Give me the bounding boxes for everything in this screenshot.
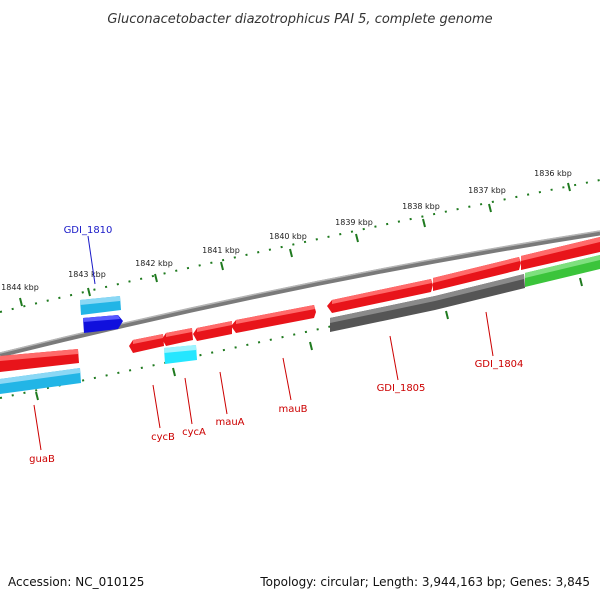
gdi-1810-features	[80, 296, 123, 333]
tick-label-1841: 1841 kbp	[202, 246, 240, 255]
major-ticks	[19, 182, 583, 401]
gene-label-guab: guaB	[29, 454, 55, 465]
genome-summary-text: Topology: circular; Length: 3,944,163 bp…	[259, 575, 590, 589]
tick-label-1836: 1836 kbp	[534, 169, 572, 178]
tick-label-1844: 1844 kbp	[1, 283, 39, 292]
gene-label-maua: mauA	[215, 417, 244, 428]
tick-label-1843: 1843 kbp	[68, 270, 106, 279]
gene-label-cycb: cycB	[151, 432, 175, 443]
tick-label-1837: 1837 kbp	[468, 186, 506, 195]
gene-labels: GDI_1810 guaB cycB cycA mauA mauB GDI_18…	[29, 225, 523, 465]
tick-label-1840: 1840 kbp	[269, 232, 307, 241]
map-title: Gluconacetobacter diazotrophicus PAI 5, …	[107, 12, 492, 27]
forward-genes	[0, 237, 600, 372]
gene-label-cyca: cycA	[182, 427, 206, 438]
tick-label-1839: 1839 kbp	[335, 218, 373, 227]
gene-label-gdi-1810: GDI_1810	[64, 225, 113, 236]
gene-label-gdi-1804: GDI_1804	[475, 359, 524, 370]
tick-labels: 1836 kbp 1837 kbp 1838 kbp 1839 kbp 1840…	[1, 169, 572, 292]
tick-label-1842: 1842 kbp	[135, 259, 173, 268]
reverse-genes	[0, 255, 600, 394]
outer-tick-ring	[0, 179, 600, 313]
gene-label-gdi-1805: GDI_1805	[377, 383, 426, 394]
gene-label-maub: mauB	[278, 404, 307, 415]
label-leaders	[33, 235, 494, 451]
tick-label-1838: 1838 kbp	[402, 202, 440, 211]
accession-text: Accession: NC_010125	[8, 575, 144, 589]
